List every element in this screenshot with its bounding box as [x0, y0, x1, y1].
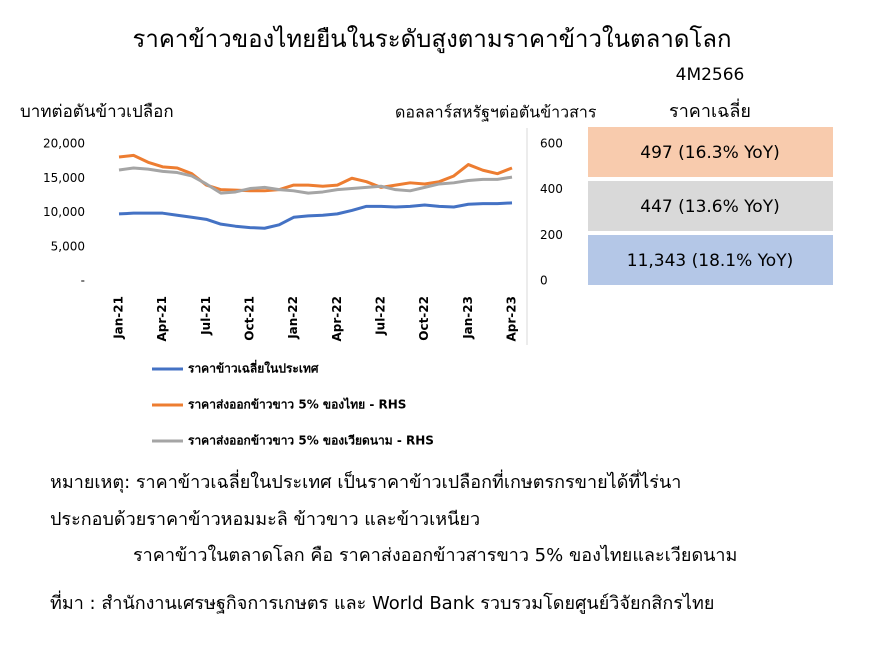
y2-axis-label: ดอลลาร์สหรัฐฯต่อตันข้าวสาร	[395, 103, 597, 122]
x-tick-label: Jan-21	[112, 296, 126, 340]
summary-value: 447 (13.6% YoY)	[640, 197, 779, 217]
y2-tick-label: 600	[540, 137, 563, 151]
x-tick-label: Oct-21	[243, 296, 257, 341]
summary-value: 11,343 (18.1% YoY)	[627, 251, 793, 271]
y2-tick-label: 200	[540, 228, 563, 242]
series-line	[118, 201, 513, 230]
legend-label: ราคาส่งออกข้าวขาว 5% ของเวียดนาม - RHS	[188, 434, 434, 448]
summary-cell	[588, 127, 833, 177]
x-tick-label: Jan-23	[461, 296, 475, 340]
x-tick-label: Apr-22	[330, 296, 344, 341]
y2-tick-label: 400	[540, 182, 563, 196]
summary-cell	[588, 181, 833, 231]
series-line	[118, 166, 513, 195]
y-tick-label: 20,000	[43, 137, 85, 151]
y-tick-label: 10,000	[43, 205, 85, 219]
x-tick-label: Apr-21	[155, 296, 169, 341]
chart-title: ราคาข้าวของไทยยืนในระดับสูงตามราคาข้าวใน…	[132, 25, 731, 54]
legend-label: ราคาส่งออกข้าวขาว 5% ของไทย - RHS	[188, 397, 406, 412]
x-tick-label: Oct-22	[417, 296, 431, 341]
x-tick-label: Apr-23	[505, 296, 519, 341]
y-axis-label: บาทต่อตันข้าวเปลือก	[20, 102, 174, 122]
legend-label: ราคาข้าวเฉลี่ยในประเทศ	[188, 360, 319, 376]
summary-value: 497 (16.3% YoY)	[640, 143, 779, 163]
summary-period: 4M2566	[676, 65, 745, 85]
x-tick-label: Jul-21	[199, 296, 213, 336]
y2-tick-label: 0	[540, 274, 548, 288]
y-tick-label: -	[81, 274, 85, 288]
note: ประกอบด้วยราคาข้าวหอมมะลิ ข้าวขาว และข้า…	[50, 509, 480, 530]
summary-cell	[588, 235, 833, 285]
note: หมายเหตุ: ราคาข้าวเฉลี่ยในประเทศ เป็นราค…	[50, 469, 681, 493]
note: ราคาข้าวในตลาดโลก คือ ราคาส่งออกข้าวสารข…	[133, 544, 737, 566]
y-tick-label: 15,000	[43, 171, 85, 185]
note: ที่มา : สำนักงานเศรษฐกิจการเกษตร และ Wor…	[50, 590, 714, 614]
x-tick-label: Jul-22	[374, 296, 388, 336]
series-line	[118, 153, 513, 193]
summary-heading: ราคาเฉลี่ย	[669, 98, 751, 122]
x-tick-label: Jan-22	[286, 296, 300, 340]
y-tick-label: 5,000	[51, 239, 85, 253]
